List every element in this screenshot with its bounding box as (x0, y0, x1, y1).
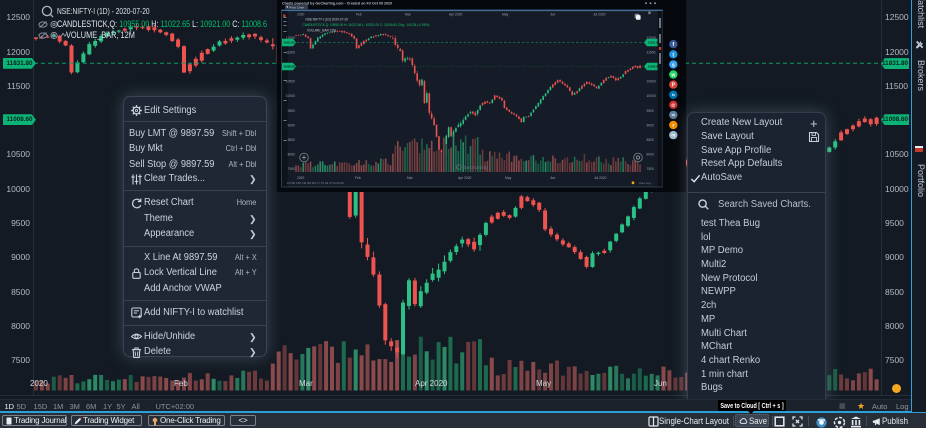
svg-text:8500: 8500 (647, 138, 655, 142)
svg-text:1D 5D 15D 1M 3M 6M: 1D 5D 15D 1M 3M 6M 1Y 5Y All UTC+02:00 (287, 181, 344, 185)
svg-text:Jul 2020: Jul 2020 (593, 12, 606, 16)
svg-text:8500: 8500 (288, 138, 296, 142)
svg-text:May: May (502, 12, 509, 16)
svg-text:Auto Log: Auto Log (639, 181, 651, 185)
svg-text:9500: 9500 (647, 109, 655, 113)
svg-text:vk: vk (672, 113, 676, 117)
svg-text:10000: 10000 (286, 94, 295, 98)
svg-text:Price Chart: Price Chart (289, 5, 304, 9)
svg-text:Jun: Jun (550, 176, 555, 180)
svg-text:11008.60: 11008.60 (283, 65, 295, 69)
svg-text:8000: 8000 (647, 153, 655, 157)
svg-text:8000: 8000 (288, 153, 296, 157)
svg-text:10000: 10000 (647, 94, 656, 98)
svg-text:9500: 9500 (288, 109, 296, 113)
svg-text:11831.80: 11831.80 (648, 41, 660, 45)
svg-text:11500: 11500 (647, 50, 656, 54)
svg-text:11008.60: 11008.60 (648, 65, 660, 69)
svg-text:GoCharting: GoCharting (464, 165, 488, 170)
svg-text:Feb: Feb (356, 12, 362, 16)
svg-text:m: m (671, 133, 675, 138)
svg-text:t: t (672, 52, 674, 58)
svg-text:NSE:NIFTY-I (1D) 2020-07-20: NSE:NIFTY-I (1D) 2020-07-20 (306, 17, 349, 21)
svg-text:May: May (505, 176, 512, 180)
svg-text:9000: 9000 (288, 123, 296, 127)
svg-text:7500: 7500 (288, 167, 296, 171)
svg-text:Jul 2020: Jul 2020 (594, 176, 607, 180)
svg-text:@: @ (671, 102, 675, 107)
svg-text:f: f (672, 42, 674, 48)
svg-text:10500: 10500 (286, 80, 295, 84)
svg-text:2020: 2020 (297, 12, 305, 16)
svg-text:Charts powered by GoCharting.c: Charts powered by GoCharting.com - Creat… (282, 2, 392, 6)
svg-text:Mar: Mar (407, 176, 414, 180)
svg-text:Mar: Mar (405, 12, 412, 16)
svg-text:11500: 11500 (286, 50, 295, 54)
svg-text:VOLUME_BAR 12M: VOLUME_BAR 12M (307, 29, 336, 33)
svg-text:2020: 2020 (297, 176, 305, 180)
svg-text:CANDLESTICK,Q: 10955.00 H: 110: CANDLESTICK,Q: 10955.00 H: 11022.65 L: 1… (303, 23, 430, 27)
svg-text:r: r (672, 123, 674, 129)
svg-text:Feb: Feb (355, 176, 361, 180)
svg-text:10500: 10500 (647, 80, 656, 84)
svg-text:Jun: Jun (550, 12, 555, 16)
svg-text:w: w (670, 72, 675, 78)
svg-text:7500: 7500 (647, 167, 655, 171)
svg-text:Apr 2020: Apr 2020 (449, 12, 463, 16)
svg-text:in: in (672, 93, 675, 97)
svg-text:9000: 9000 (647, 123, 655, 127)
svg-text:Apr 2020: Apr 2020 (458, 176, 472, 180)
svg-text:11831.80: 11831.80 (283, 41, 295, 45)
svg-text:P: P (672, 82, 676, 88)
svg-text:12000: 12000 (647, 36, 656, 40)
svg-text:s: s (672, 62, 675, 68)
svg-text:12000: 12000 (286, 36, 295, 40)
